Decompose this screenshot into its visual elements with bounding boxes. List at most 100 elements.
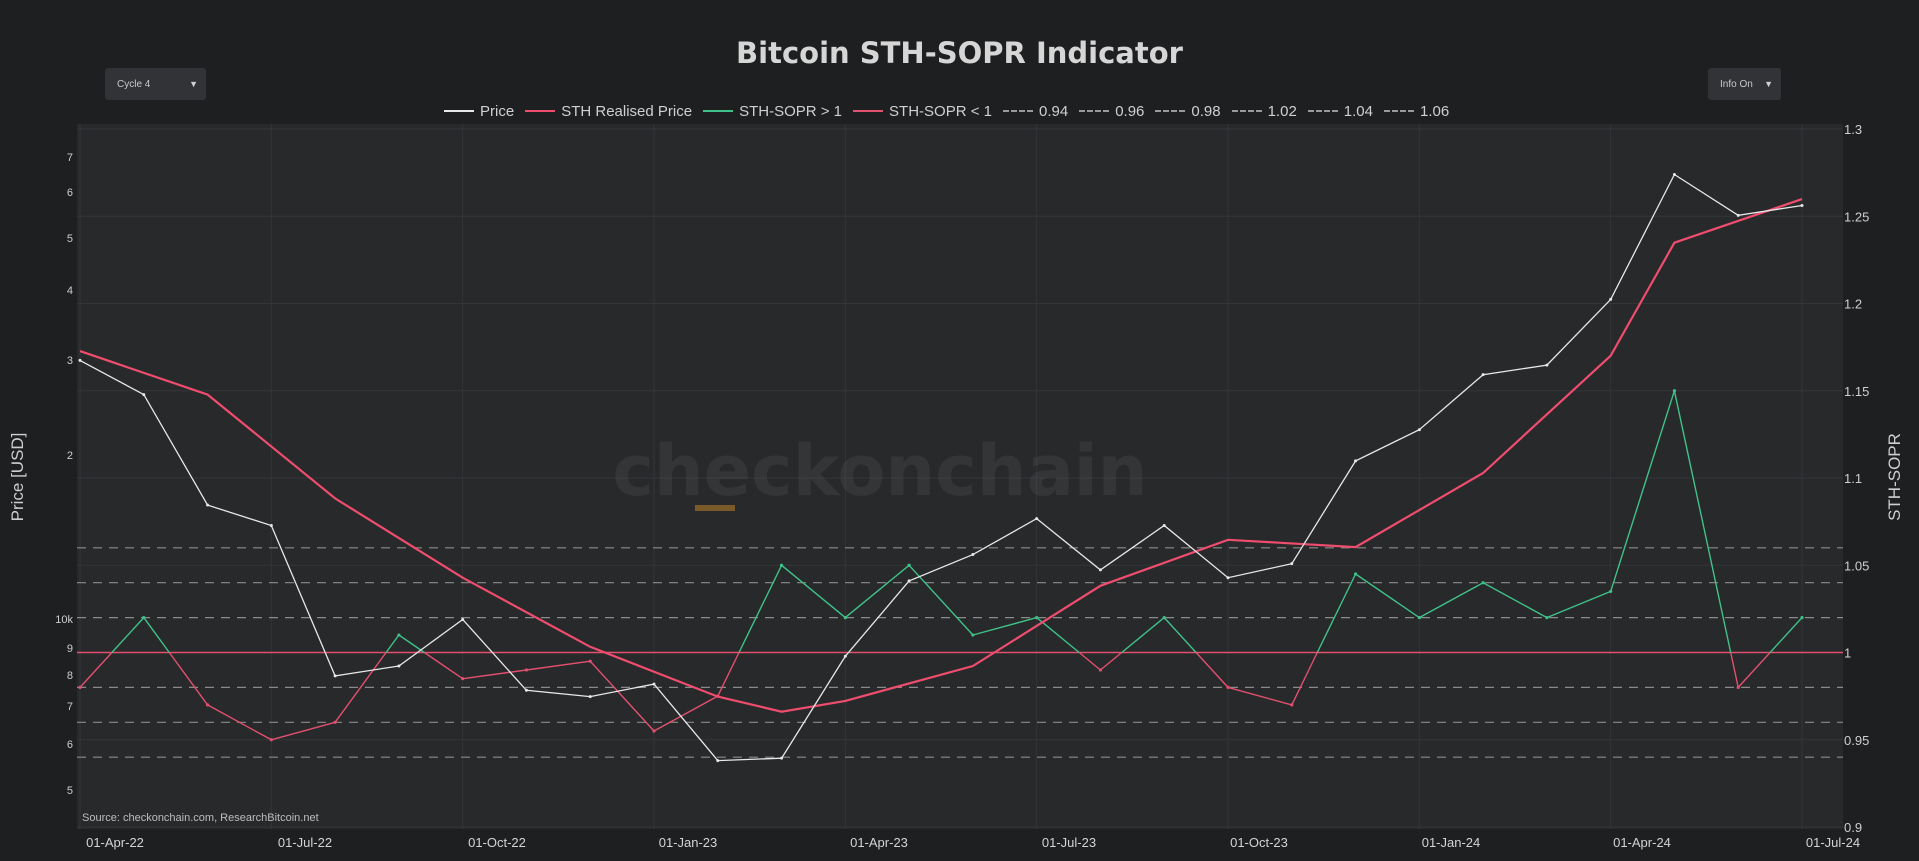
right-axis-ticks: 1.3 1.25 1.2 1.15 1.1 1.05 1 0.95 0.9 bbox=[1844, 122, 1869, 835]
x-tick-label: 01-Jul-22 bbox=[278, 835, 332, 850]
point-sopr-13 bbox=[907, 563, 911, 567]
info-select[interactable]: Info On ▼ bbox=[1708, 68, 1781, 100]
point-sopr-9 bbox=[652, 729, 656, 733]
point-price-11 bbox=[780, 756, 784, 760]
point-price-17 bbox=[1162, 524, 1166, 528]
x-tick-label: 01-Apr-23 bbox=[850, 835, 908, 850]
x-tick-label: 01-Oct-23 bbox=[1230, 835, 1288, 850]
legend-item[interactable]: 1.02 bbox=[1231, 102, 1297, 120]
source-note: Source: checkonchain.com, ResearchBitcoi… bbox=[82, 812, 319, 824]
legend-item[interactable]: STH Realised Price bbox=[525, 103, 692, 120]
y-left-tick-label: 6 bbox=[67, 187, 73, 199]
legend-item[interactable]: 0.94 bbox=[1002, 102, 1069, 120]
y-left-tick-label: 2 bbox=[67, 450, 73, 462]
chart-title: Bitcoin STH-SOPR Indicator bbox=[736, 36, 1183, 70]
legend-item[interactable]: STH-SOPR > 1 bbox=[703, 103, 842, 120]
point-price-24 bbox=[1609, 297, 1613, 301]
point-price-16 bbox=[1098, 568, 1102, 572]
point-price-0 bbox=[78, 358, 82, 362]
y-axis-label-left: Price [USD] bbox=[8, 433, 27, 522]
x-tick-label: 01-Jul-23 bbox=[1042, 835, 1096, 850]
legend-label: STH Realised Price bbox=[561, 102, 693, 120]
y-left-tick-label: 7 bbox=[67, 152, 73, 164]
legend-swatch bbox=[1079, 110, 1110, 112]
y-right-tick-label: 1.1 bbox=[1844, 471, 1862, 486]
point-sopr-2 bbox=[205, 703, 210, 707]
legend-label: 1.02 bbox=[1267, 102, 1297, 120]
point-price-21 bbox=[1417, 428, 1421, 432]
legend: Price STH Realised Price STH-SOPR > 1 STH-S… bbox=[444, 100, 1460, 122]
y-right-tick-label: 1.15 bbox=[1844, 384, 1869, 399]
point-sopr-6 bbox=[461, 677, 465, 681]
legend-swatch bbox=[444, 110, 474, 112]
point-price-7 bbox=[524, 688, 528, 692]
point-sopr-0 bbox=[78, 685, 82, 690]
grid bbox=[77, 124, 1843, 829]
point-sopr-15 bbox=[1035, 616, 1039, 620]
point-sopr-21 bbox=[1417, 616, 1421, 620]
y-right-tick-label: 0.9 bbox=[1844, 820, 1862, 835]
point-sopr-11 bbox=[779, 563, 784, 567]
cycle-select[interactable]: Cycle 4 ▼ bbox=[105, 68, 206, 100]
y-left-tick-label: 9 bbox=[67, 643, 73, 655]
marker-bar bbox=[695, 505, 735, 511]
legend-swatch bbox=[1384, 110, 1414, 112]
y-right-tick-label: 0.95 bbox=[1844, 733, 1869, 748]
chevron-down-icon: ▼ bbox=[1764, 79, 1773, 89]
y-right-tick-label: 1.2 bbox=[1844, 297, 1862, 312]
point-price-4 bbox=[333, 674, 337, 678]
point-price-3 bbox=[269, 524, 273, 528]
point-sopr-26 bbox=[1736, 685, 1740, 690]
left-axis-ticks: 7 6 5 4 3 2 10k 9 8 7 6 5 bbox=[55, 152, 73, 797]
point-sopr-16 bbox=[1098, 668, 1103, 672]
point-sopr-22 bbox=[1481, 581, 1485, 585]
legend-swatch bbox=[853, 110, 884, 112]
point-sopr-27 bbox=[1800, 616, 1804, 620]
legend-item[interactable]: 0.98 bbox=[1155, 103, 1221, 120]
point-price-14 bbox=[971, 553, 975, 557]
x-axis-ticks: 01-Apr-22 01-Jul-22 01-Oct-22 01-Jan-23 01-A… bbox=[86, 835, 1860, 850]
point-sopr-7 bbox=[524, 668, 529, 672]
legend-swatch bbox=[1002, 110, 1033, 112]
y-left-tick-label: 10k bbox=[55, 614, 73, 626]
legend-item[interactable]: 0.96 bbox=[1079, 103, 1144, 120]
y-right-tick-label: 1 bbox=[1844, 646, 1851, 661]
point-sopr-24 bbox=[1609, 589, 1613, 594]
point-sopr-17 bbox=[1162, 616, 1166, 620]
plot-area bbox=[77, 124, 1843, 829]
y-left-tick-label: 8 bbox=[67, 670, 73, 682]
y-left-tick-label: 7 bbox=[67, 701, 73, 713]
point-sopr-25 bbox=[1672, 389, 1677, 393]
legend-item[interactable]: STH-SOPR < 1 bbox=[853, 103, 992, 120]
point-sopr-1 bbox=[142, 616, 146, 620]
legend-item[interactable]: 1.04 bbox=[1307, 102, 1373, 120]
point-price-5 bbox=[397, 664, 401, 668]
legend-label: 0.94 bbox=[1038, 102, 1069, 120]
point-price-9 bbox=[652, 682, 656, 686]
legend-label: 1.04 bbox=[1343, 102, 1373, 120]
y-right-tick-label: 1.25 bbox=[1844, 209, 1869, 224]
legend-item[interactable]: Price bbox=[444, 103, 514, 120]
point-price-6 bbox=[461, 617, 465, 621]
y-axis-label-right: STH-SOPR bbox=[1885, 433, 1904, 521]
point-price-22 bbox=[1481, 373, 1485, 377]
legend-swatch bbox=[1155, 110, 1186, 112]
point-price-8 bbox=[588, 695, 592, 699]
legend-label: Price bbox=[480, 102, 515, 120]
point-sopr-23 bbox=[1545, 616, 1549, 620]
point-price-1 bbox=[142, 393, 146, 397]
point-price-10 bbox=[716, 759, 720, 763]
series-price bbox=[79, 173, 1803, 762]
legend-swatch bbox=[1231, 110, 1262, 112]
series bbox=[78, 172, 1804, 763]
legend-label: 0.96 bbox=[1115, 102, 1145, 120]
legend-swatch bbox=[1307, 110, 1338, 112]
legend-item[interactable]: 1.06 bbox=[1384, 103, 1449, 120]
x-tick-label: 01-Jan-23 bbox=[659, 835, 718, 850]
y-left-tick-label: 3 bbox=[67, 355, 73, 367]
x-tick-label: 01-Jul-24 bbox=[1806, 835, 1860, 850]
point-price-13 bbox=[907, 579, 911, 583]
point-sopr-12 bbox=[843, 616, 847, 620]
point-sopr-18 bbox=[1226, 685, 1230, 690]
